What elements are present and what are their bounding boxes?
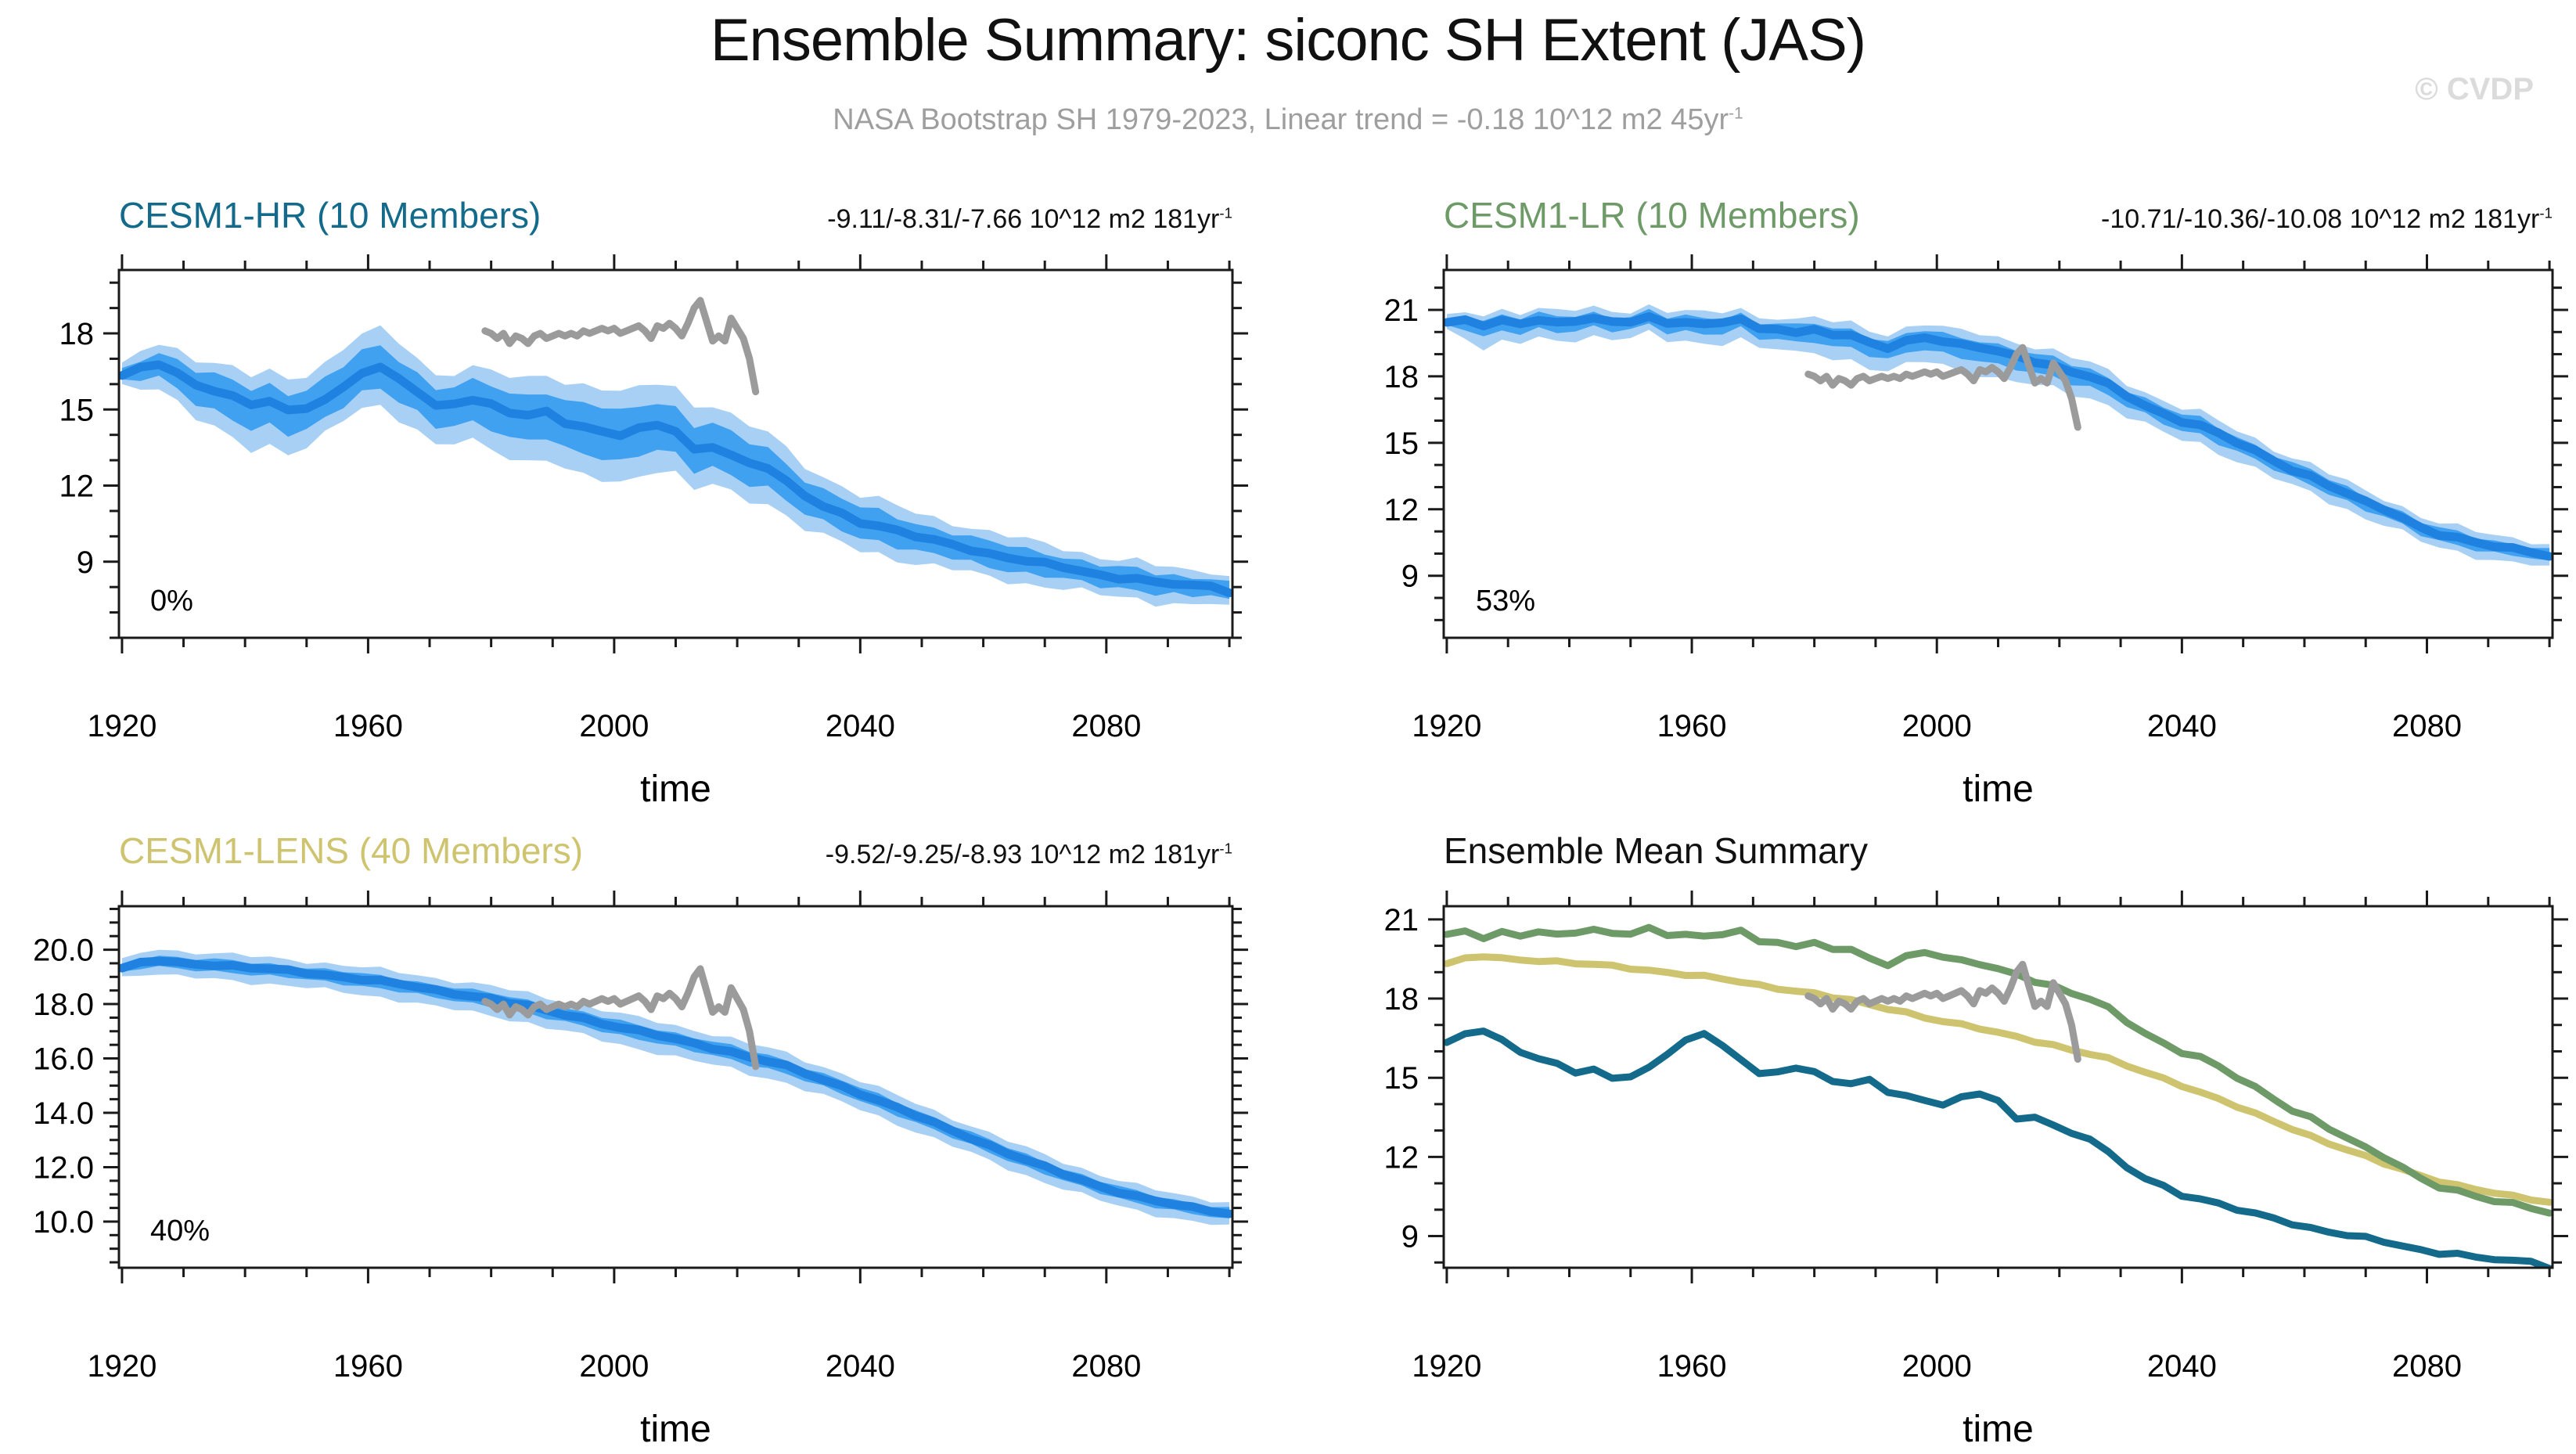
svg-text:2000: 2000	[1902, 1349, 1972, 1384]
svg-text:time: time	[640, 768, 711, 810]
svg-text:18.0: 18.0	[33, 988, 94, 1022]
svg-text:12.0: 12.0	[33, 1150, 94, 1185]
svg-text:2000: 2000	[579, 709, 649, 743]
panel-title-cesm1-lens: CESM1-LENS (40 Members)	[119, 830, 584, 871]
svg-text:18: 18	[59, 317, 95, 351]
svg-text:2040: 2040	[2147, 1349, 2217, 1384]
panel-trend-text: -9.11/-8.31/-7.66 10^12 m2 181yr	[827, 204, 1220, 234]
page-subtitle-superscript: -1	[1729, 104, 1743, 123]
panel-title-ensemble-mean-summary: Ensemble Mean Summary	[1444, 830, 1868, 871]
panel-trend-cesm1-lens: -9.52/-9.25/-8.93 10^12 m2 181yr-1	[826, 840, 1232, 870]
svg-text:9: 9	[77, 545, 94, 580]
svg-text:2080: 2080	[2392, 709, 2462, 743]
svg-text:9: 9	[1401, 1220, 1419, 1254]
panel-header-cesm1-lens: CESM1-LENS (40 Members) -9.52/-9.25/-8.9…	[119, 830, 1232, 872]
page-subtitle-text: NASA Bootstrap SH 1979-2023, Linear tren…	[833, 103, 1729, 136]
panel-title-cesm1-lr: CESM1-LR (10 Members)	[1444, 195, 1860, 236]
svg-text:15: 15	[59, 393, 95, 427]
panel-title-cesm1-hr: CESM1-HR (10 Members)	[119, 195, 541, 236]
panel-trend-superscript: -1	[1219, 840, 1232, 857]
svg-text:2000: 2000	[579, 1349, 649, 1384]
cvdp-watermark: © CVDP	[2415, 72, 2534, 106]
svg-text:9: 9	[1401, 560, 1419, 594]
page-title: Ensemble Summary: siconc SH Extent (JAS)	[710, 7, 1866, 74]
svg-text:2080: 2080	[1071, 709, 1141, 743]
page-subtitle: NASA Bootstrap SH 1979-2023, Linear tren…	[0, 103, 2576, 137]
svg-text:15: 15	[1384, 1061, 1419, 1096]
panel-trend-cesm1-lr: -10.71/-10.36/-10.08 10^12 m2 181yr-1	[2101, 204, 2553, 235]
svg-text:1920: 1920	[1412, 709, 1481, 743]
svg-text:1960: 1960	[1657, 709, 1727, 743]
svg-text:10.0: 10.0	[33, 1205, 94, 1240]
agreement-label-lr: 53%	[1476, 585, 1536, 617]
svg-text:1920: 1920	[87, 1349, 157, 1384]
svg-text:12: 12	[1384, 493, 1419, 527]
svg-text:2040: 2040	[826, 1349, 895, 1384]
svg-text:12: 12	[59, 470, 95, 504]
agreement-label-hr: 0%	[150, 585, 193, 617]
agreement-label-lens: 40%	[150, 1215, 210, 1247]
svg-text:12: 12	[1384, 1140, 1419, 1175]
svg-text:2000: 2000	[1902, 709, 1972, 743]
svg-text:1920: 1920	[87, 709, 157, 743]
svg-text:20.0: 20.0	[33, 934, 94, 968]
panel-header-cesm1-lr: CESM1-LR (10 Members) -10.71/-10.36/-10.…	[1444, 194, 2553, 236]
svg-text:2080: 2080	[1071, 1349, 1141, 1384]
panel-trend-text: -9.52/-9.25/-8.93 10^12 m2 181yr	[825, 840, 1220, 869]
svg-text:18: 18	[1384, 982, 1419, 1017]
panel-trend-superscript: -1	[1219, 204, 1232, 221]
svg-text:1960: 1960	[1657, 1349, 1727, 1384]
panel-header-summary: Ensemble Mean Summary	[1444, 830, 2553, 872]
svg-text:18: 18	[1384, 360, 1419, 394]
svg-text:time: time	[1963, 1409, 2034, 1450]
svg-text:1960: 1960	[333, 1349, 403, 1384]
svg-text:2040: 2040	[2147, 709, 2217, 743]
svg-text:time: time	[640, 1409, 711, 1450]
svg-text:15: 15	[1384, 426, 1419, 461]
panel-trend-text: -10.71/-10.36/-10.08 10^12 m2 181yr	[2101, 204, 2540, 234]
svg-text:2040: 2040	[826, 709, 895, 743]
panel-header-cesm1-hr: CESM1-HR (10 Members) -9.11/-8.31/-7.66 …	[119, 194, 1232, 236]
panel-trend-cesm1-hr: -9.11/-8.31/-7.66 10^12 m2 181yr-1	[827, 204, 1232, 235]
svg-text:21: 21	[1384, 903, 1419, 938]
svg-text:time: time	[1963, 768, 2034, 810]
svg-text:14.0: 14.0	[33, 1096, 94, 1131]
svg-text:21: 21	[1384, 293, 1419, 328]
svg-text:2080: 2080	[2392, 1349, 2462, 1384]
svg-text:1920: 1920	[1412, 1349, 1481, 1384]
panel-trend-superscript: -1	[2539, 204, 2553, 221]
svg-text:1960: 1960	[333, 709, 403, 743]
svg-text:16.0: 16.0	[33, 1042, 94, 1077]
